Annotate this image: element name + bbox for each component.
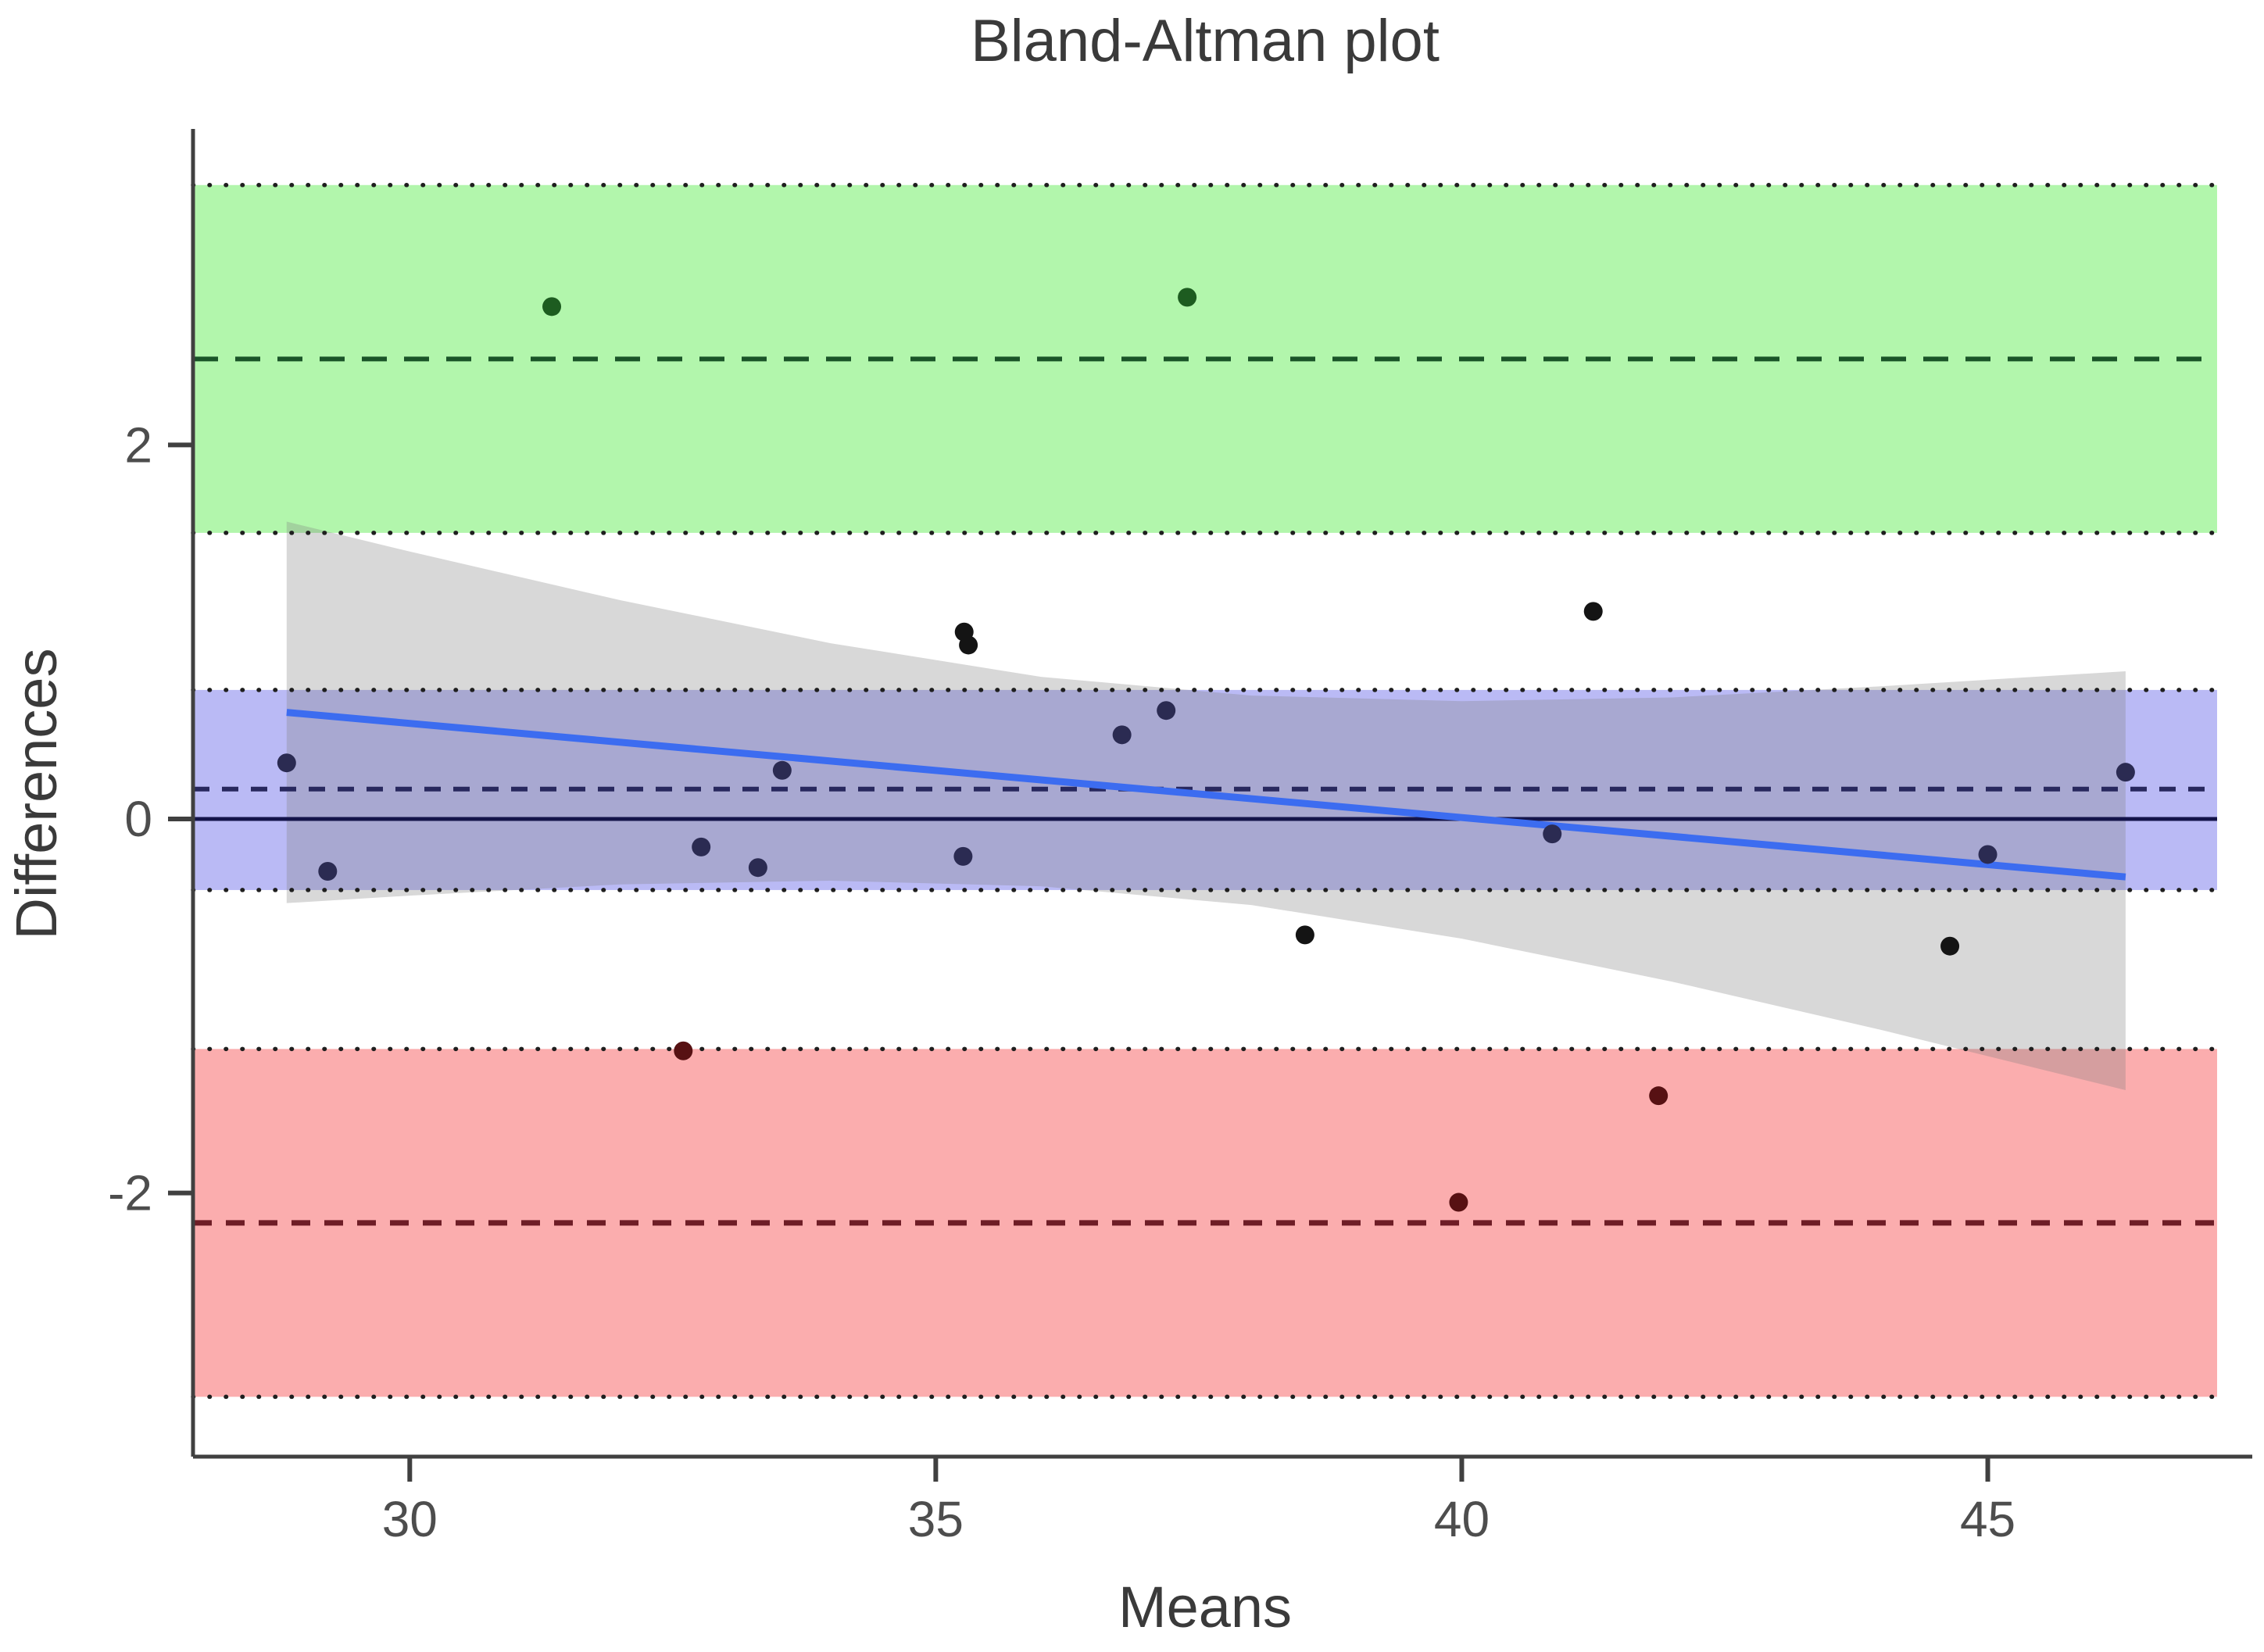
upper-loa-ci-band (193, 184, 2217, 533)
regression-line (286, 709, 2126, 881)
data-point (1978, 845, 1998, 864)
data-point (318, 862, 338, 881)
x-axis-title: Means (1118, 1575, 1292, 1639)
data-point (1449, 1193, 1468, 1212)
reference-lines-layer (191, 183, 2219, 1400)
regression-confidence-ribbon (286, 521, 2126, 1090)
axes-layer: 30 35 40 45 2 0 -2 (108, 129, 2252, 1547)
x-tick-label: 40 (1434, 1491, 1490, 1547)
x-tick-label: 45 (1960, 1491, 2015, 1547)
data-point (1178, 288, 1197, 307)
data-point (1295, 925, 1314, 945)
y-tick-label: 2 (124, 417, 152, 473)
data-point (1649, 1086, 1668, 1106)
y-axis-title: Differences (4, 649, 69, 940)
regression-line-layer (286, 709, 2126, 881)
data-point (674, 1041, 693, 1060)
data-point (748, 858, 767, 878)
regression-ci-layer (286, 521, 2126, 1090)
chart-title: Bland-Altman plot (971, 8, 1440, 74)
y-tick-label: -2 (108, 1165, 152, 1221)
data-point (772, 760, 792, 780)
data-point (692, 837, 711, 856)
x-tick-label: 30 (382, 1491, 438, 1547)
data-point (542, 297, 562, 316)
x-tick-label: 35 (908, 1491, 964, 1547)
data-point (1157, 701, 1176, 721)
data-point (1940, 936, 1960, 956)
data-point (959, 635, 978, 655)
data-point (953, 846, 973, 866)
data-point (277, 753, 296, 773)
y-tick-label: 0 (124, 791, 152, 847)
data-point (2116, 763, 2135, 782)
data-point (1112, 725, 1132, 745)
data-point (1583, 602, 1603, 621)
data-points-layer (277, 288, 2135, 1212)
data-point (1543, 824, 1562, 844)
